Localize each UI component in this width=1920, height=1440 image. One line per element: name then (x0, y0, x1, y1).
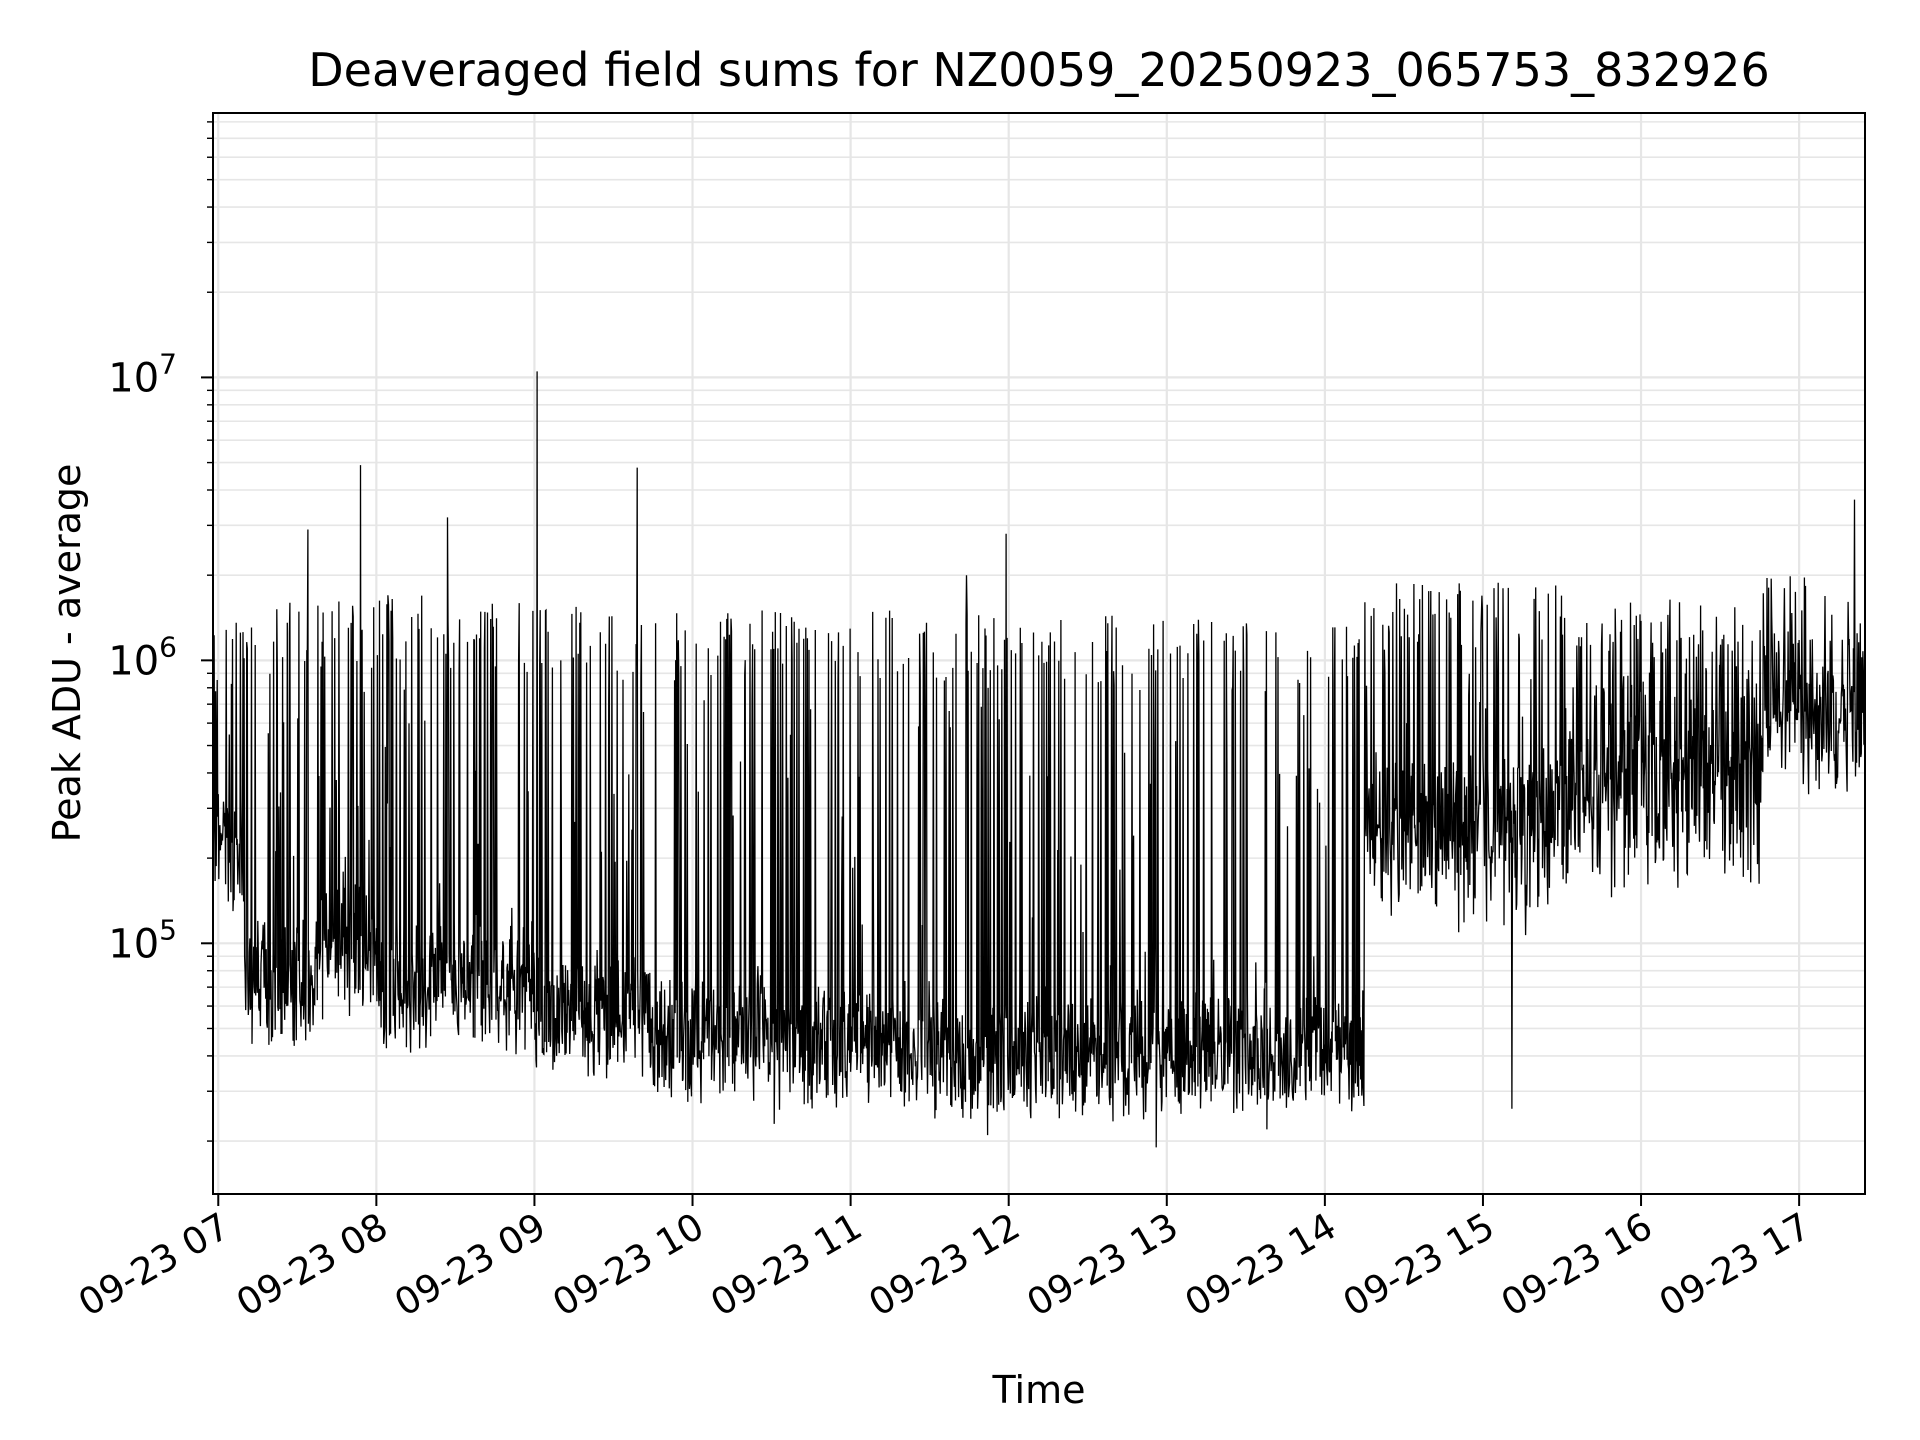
y-tick-label: 106 (108, 630, 177, 684)
chart-title: Deaveraged field sums for NZ0059_2025092… (308, 43, 1769, 97)
series-layer (212, 371, 1866, 1148)
y-tick-label: 105 (108, 913, 177, 967)
y-axis-label: Peak ADU - average (45, 464, 89, 843)
y-tick-label: 107 (108, 347, 177, 401)
plot-frame (212, 112, 1866, 1195)
x-axis-label: Time (992, 1368, 1086, 1412)
series-line (212, 371, 1866, 1148)
